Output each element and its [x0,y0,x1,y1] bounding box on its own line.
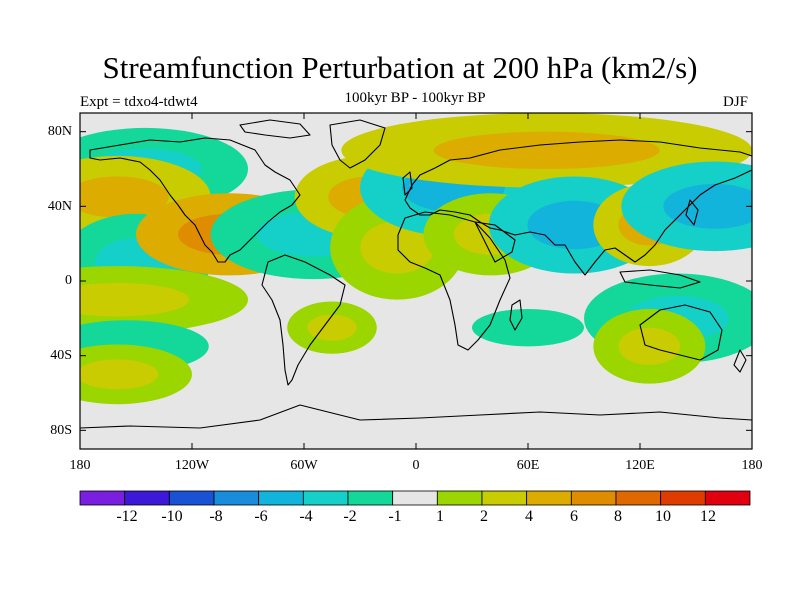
colorbar [79,490,751,506]
coastline-layer [80,119,752,429]
antarctica-coast [80,404,752,429]
colorbar-swatch [302,490,349,506]
arabia-coast [474,221,516,263]
colorbar-swatch [436,490,483,506]
lat-tick-label: 40N [47,199,72,214]
anomaly-core-atlantic-tropical-positive [360,221,435,274]
indonesia-coast [619,269,701,289]
colorbar-label: -10 [161,508,183,525]
colorbar-label: -2 [343,508,357,525]
lon-tick-label: 180 [741,458,763,473]
colorbar-label: 10 [655,508,671,525]
experiment-label: Expt = tdxo4-tdwt4 [80,94,198,110]
lon-tick-label: 60W [290,458,318,473]
colorbar-swatch [168,490,215,506]
colorbar-swatch [347,490,394,506]
colorbar-swatch [213,490,260,506]
lon-tick-label: 0 [412,458,420,473]
anomaly-layer [80,113,752,405]
lon-tick-label: 60E [516,458,540,473]
colorbar-label: 6 [570,508,578,525]
colorbar-label: -8 [209,508,223,525]
colorbar-swatch [124,490,170,506]
anomaly-core-northwest-pacific-negative [663,183,752,229]
anomaly-core-arctic-siberia-positive [433,131,660,169]
anomaly-region-indian-ocean-negative [472,309,584,347]
lat-tick-label: 0 [65,273,72,288]
plot-subtitle: 100kyr BP - 100kyr BP [344,90,486,106]
lat-tick-label: 80N [47,124,72,139]
arctic-islands-coast [239,119,311,139]
season-label: DJF [723,94,749,110]
uk-coast [402,171,413,196]
colorbar-label: 4 [525,508,533,525]
lon-tick-label: 180 [69,458,91,473]
africa-coast [397,211,511,351]
lon-tick-label: 120W [174,458,210,473]
colorbar-label: -4 [299,508,313,525]
anomaly-core-north-pacific-positive [80,176,169,218]
south-america-coast [261,254,346,386]
lat-tick-label: 80S [50,423,72,438]
anomaly-core-south-pacific-positive [80,282,190,317]
lat-tick-label: 40S [50,348,72,363]
japan-coast [685,199,699,226]
north-america-coast [89,137,301,263]
anomaly-core-south-pacific-positive-2 [80,359,159,390]
colorbar-label: 8 [614,508,622,525]
greenland-coast [329,119,386,169]
colorbar-swatch [526,490,572,506]
colorbar-swatch [258,490,304,506]
colorbar-swatch [660,490,706,506]
colorbar-swatch [615,490,662,506]
eurasia-coast [404,139,752,276]
colorbar-label: -1 [388,508,402,525]
australia-coast [639,304,723,361]
colorbar-swatch [481,490,528,506]
new-zealand-coast [733,349,747,373]
colorbar-label: 1 [436,508,444,525]
anomaly-core-south-america-positive [307,314,357,341]
colorbar-label: 12 [700,508,716,525]
plot-title: Streamfunction Perturbation at 200 hPa (… [102,50,698,85]
madagascar-coast [509,299,523,331]
colorbar-swatch [570,490,617,506]
colorbar-swatch [704,490,751,506]
colorbar-swatch [79,490,126,506]
colorbar-swatch [392,490,438,506]
tick-layer [79,113,753,449]
colorbar-label: -12 [116,508,138,525]
colorbar-label: 2 [480,508,488,525]
colorbar-label: -6 [254,508,268,525]
lon-tick-label: 120E [625,458,655,473]
